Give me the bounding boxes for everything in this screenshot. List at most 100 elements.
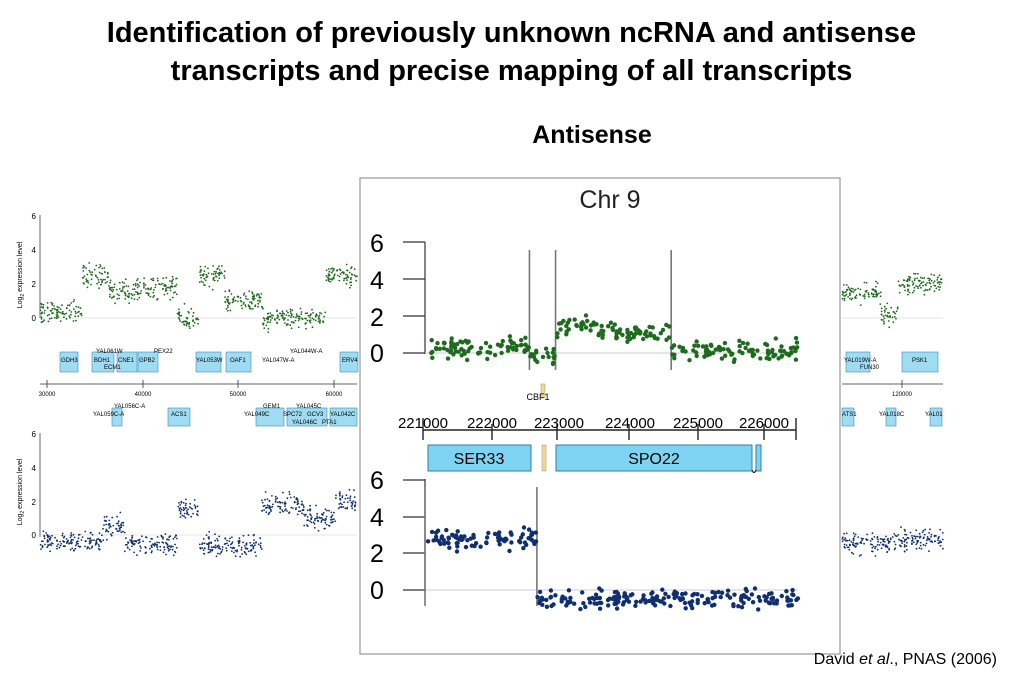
gene-box	[59, 351, 79, 373]
inset-title: Chr 9	[579, 186, 640, 214]
data-point	[114, 302, 116, 305]
data-point	[435, 528, 441, 533]
data-point	[923, 277, 926, 279]
data-point	[790, 587, 795, 593]
data-point	[42, 303, 45, 306]
data-point	[462, 534, 467, 539]
data-point	[309, 504, 311, 507]
inset-sense-plot: 6 4 2 0	[370, 230, 800, 370]
data-point	[465, 538, 470, 543]
data-point	[243, 545, 246, 547]
data-point	[559, 596, 564, 602]
data-point	[204, 279, 207, 282]
data-point	[307, 519, 309, 522]
y-tick-label: 0	[370, 577, 384, 605]
data-point	[906, 541, 908, 544]
data-point	[165, 289, 167, 292]
data-point	[465, 357, 470, 363]
data-point	[188, 323, 190, 325]
data-point	[901, 542, 903, 545]
data-point	[452, 345, 458, 351]
data-point	[902, 284, 905, 286]
data-point	[695, 343, 701, 348]
data-point	[268, 505, 271, 507]
data-point	[213, 270, 216, 273]
data-point	[299, 510, 302, 512]
data-point	[695, 592, 700, 597]
y-tick-label: 2	[370, 304, 384, 332]
data-point	[106, 276, 109, 279]
data-point	[353, 496, 356, 498]
data-point	[250, 302, 253, 305]
data-point	[236, 296, 239, 298]
data-point	[65, 538, 68, 540]
data-point	[207, 267, 209, 270]
data-point	[873, 293, 875, 296]
data-point	[284, 501, 286, 503]
data-point	[352, 500, 355, 503]
data-point	[184, 516, 187, 519]
data-point	[100, 540, 103, 543]
data-point	[319, 319, 321, 322]
data-point	[436, 539, 442, 544]
gene-box-ser33	[427, 444, 532, 472]
data-point	[346, 501, 349, 503]
data-point	[196, 514, 199, 517]
data-point	[247, 534, 250, 536]
data-point	[314, 319, 317, 322]
data-point	[284, 508, 287, 511]
data-point	[852, 541, 855, 544]
data-point	[898, 538, 900, 541]
data-point	[593, 592, 599, 597]
data-point	[898, 291, 901, 294]
data-point	[176, 312, 179, 315]
data-point	[462, 351, 467, 356]
data-point	[131, 536, 134, 539]
data-point	[441, 346, 447, 351]
data-point	[61, 304, 63, 307]
data-point	[924, 288, 927, 291]
data-point	[725, 347, 731, 352]
data-point	[56, 547, 58, 550]
data-point	[908, 275, 910, 278]
data-point	[907, 288, 909, 291]
data-point	[509, 540, 514, 545]
data-point	[91, 271, 94, 274]
data-point	[136, 293, 139, 296]
data-point	[336, 269, 339, 271]
data-point	[546, 354, 551, 360]
data-point	[314, 315, 317, 318]
data-point	[115, 522, 118, 525]
data-point	[849, 289, 852, 292]
data-point	[62, 540, 64, 542]
data-point	[61, 532, 64, 535]
data-point	[153, 289, 155, 291]
data-point	[333, 511, 335, 514]
title-line-1: Identification of previously unknown ncR…	[106, 17, 917, 49]
data-point	[271, 495, 273, 497]
coordinate-label: 221000	[398, 415, 448, 432]
coordinate-label: 222000	[467, 415, 517, 432]
data-point	[49, 543, 51, 546]
data-point	[281, 310, 284, 313]
data-point	[122, 530, 124, 533]
data-point	[544, 597, 549, 603]
data-point	[91, 545, 94, 548]
data-point	[528, 354, 533, 359]
data-point	[535, 359, 540, 365]
data-point	[918, 532, 921, 535]
data-point	[324, 508, 327, 511]
data-point	[78, 310, 80, 313]
data-point	[230, 293, 233, 295]
data-point	[139, 545, 142, 548]
data-point	[66, 304, 69, 307]
data-point	[846, 546, 849, 549]
data-point	[911, 537, 914, 539]
data-point	[430, 349, 435, 355]
data-point	[89, 537, 92, 540]
data-point	[625, 339, 630, 344]
data-point	[878, 292, 880, 295]
data-point	[73, 308, 75, 311]
data-point	[135, 290, 137, 293]
data-point	[448, 350, 453, 355]
